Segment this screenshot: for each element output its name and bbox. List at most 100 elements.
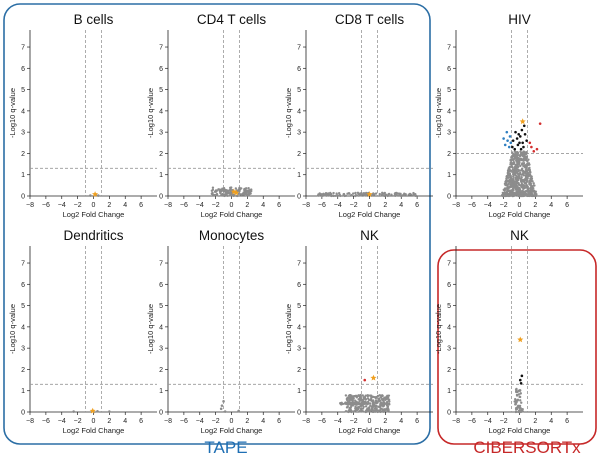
data-point xyxy=(379,399,382,402)
y-tick-label: 6 xyxy=(297,282,301,289)
x-tick-label: 0 xyxy=(92,418,96,425)
data-point xyxy=(408,192,412,196)
y-axis-label: -Log10 q-value xyxy=(146,88,155,138)
data-point xyxy=(395,194,398,197)
data-point xyxy=(513,170,516,174)
data-point xyxy=(524,177,527,180)
data-point xyxy=(514,186,517,190)
data-point xyxy=(248,192,251,196)
data-point xyxy=(372,192,375,195)
data-point xyxy=(243,187,246,191)
volcano-panel-7: NK −8 −6 −4 −2 0 2 4 6 0 1 2 3 4 5 6 7 Log2 Fold Change -L… xyxy=(434,228,583,435)
y-tick-label: 4 xyxy=(447,108,451,115)
data-point xyxy=(502,137,505,140)
data-point xyxy=(506,174,510,177)
data-point xyxy=(374,401,378,405)
data-point xyxy=(520,183,524,187)
data-point xyxy=(241,193,244,196)
data-point xyxy=(518,378,522,382)
data-point xyxy=(345,402,349,405)
data-point xyxy=(528,180,531,183)
data-point xyxy=(511,168,515,171)
x-tick-label: 4 xyxy=(549,202,553,209)
y-tick-label: 4 xyxy=(21,108,25,115)
y-tick-label: 5 xyxy=(447,303,451,310)
data-point xyxy=(515,167,518,170)
data-point xyxy=(525,139,528,142)
data-point xyxy=(340,403,343,406)
data-point xyxy=(522,145,525,149)
data-point xyxy=(505,190,509,193)
data-point xyxy=(376,409,380,413)
data-point xyxy=(383,403,386,406)
data-point xyxy=(245,187,248,190)
data-point xyxy=(386,405,389,408)
panel-title: CD8 T cells xyxy=(335,12,405,27)
data-point xyxy=(384,397,387,400)
data-point xyxy=(530,188,533,192)
data-point xyxy=(386,407,390,410)
data-point xyxy=(378,394,382,397)
y-tick-label: 7 xyxy=(21,261,25,268)
x-tick-label: −4 xyxy=(196,202,204,209)
data-point xyxy=(510,158,513,161)
x-tick-label: −4 xyxy=(484,418,492,425)
x-tick-label: 6 xyxy=(565,418,569,425)
data-point xyxy=(366,394,370,397)
data-point xyxy=(515,190,518,193)
data-point xyxy=(523,192,527,195)
data-point xyxy=(510,184,513,188)
data-point xyxy=(237,409,240,413)
data-point xyxy=(527,162,531,166)
data-point xyxy=(507,167,511,170)
data-point xyxy=(379,410,382,413)
y-tick-label: 7 xyxy=(447,261,451,268)
data-point xyxy=(507,169,510,172)
data-point xyxy=(355,401,359,405)
data-point xyxy=(512,187,515,190)
data-point xyxy=(371,399,375,402)
x-tick-label: −6 xyxy=(468,418,476,425)
data-point xyxy=(372,402,375,406)
data-point xyxy=(519,392,522,395)
highlight-gene-marker xyxy=(517,336,524,343)
data-point xyxy=(522,174,526,177)
data-point xyxy=(501,194,504,197)
y-tick-label: 2 xyxy=(447,151,451,158)
x-tick-label: 0 xyxy=(518,202,522,209)
data-point xyxy=(514,151,517,155)
data-point xyxy=(412,191,415,195)
data-point xyxy=(364,405,368,408)
x-tick-label: 6 xyxy=(277,202,281,209)
panel-title: B cells xyxy=(74,12,114,27)
data-point xyxy=(359,396,362,400)
data-point xyxy=(514,403,517,406)
data-point xyxy=(347,191,351,195)
y-axis-label: -Log10 q-value xyxy=(434,88,443,138)
y-tick-label: 7 xyxy=(447,45,451,52)
y-tick-label: 6 xyxy=(21,282,25,289)
y-tick-label: 1 xyxy=(297,172,301,179)
y-tick-label: 0 xyxy=(21,194,25,201)
data-point xyxy=(514,130,517,134)
y-tick-label: 6 xyxy=(297,66,301,73)
data-point xyxy=(386,396,390,399)
highlight-gene-marker xyxy=(233,189,240,196)
data-point xyxy=(527,189,530,192)
y-tick-label: 5 xyxy=(297,303,301,310)
y-tick-label: 4 xyxy=(297,324,301,331)
x-tick-label: 2 xyxy=(383,418,387,425)
data-point xyxy=(211,186,215,189)
y-tick-label: 4 xyxy=(21,324,25,331)
data-point xyxy=(505,130,509,134)
x-tick-label: 2 xyxy=(107,418,111,425)
x-tick-label: 4 xyxy=(123,202,127,209)
x-tick-label: −6 xyxy=(180,202,188,209)
data-point xyxy=(352,394,356,398)
y-tick-label: 5 xyxy=(159,87,163,94)
x-tick-label: −2 xyxy=(500,418,508,425)
data-point xyxy=(505,194,508,197)
y-tick-label: 2 xyxy=(21,367,25,374)
y-axis-label: -Log10 q-value xyxy=(434,304,443,354)
data-point xyxy=(381,402,384,406)
